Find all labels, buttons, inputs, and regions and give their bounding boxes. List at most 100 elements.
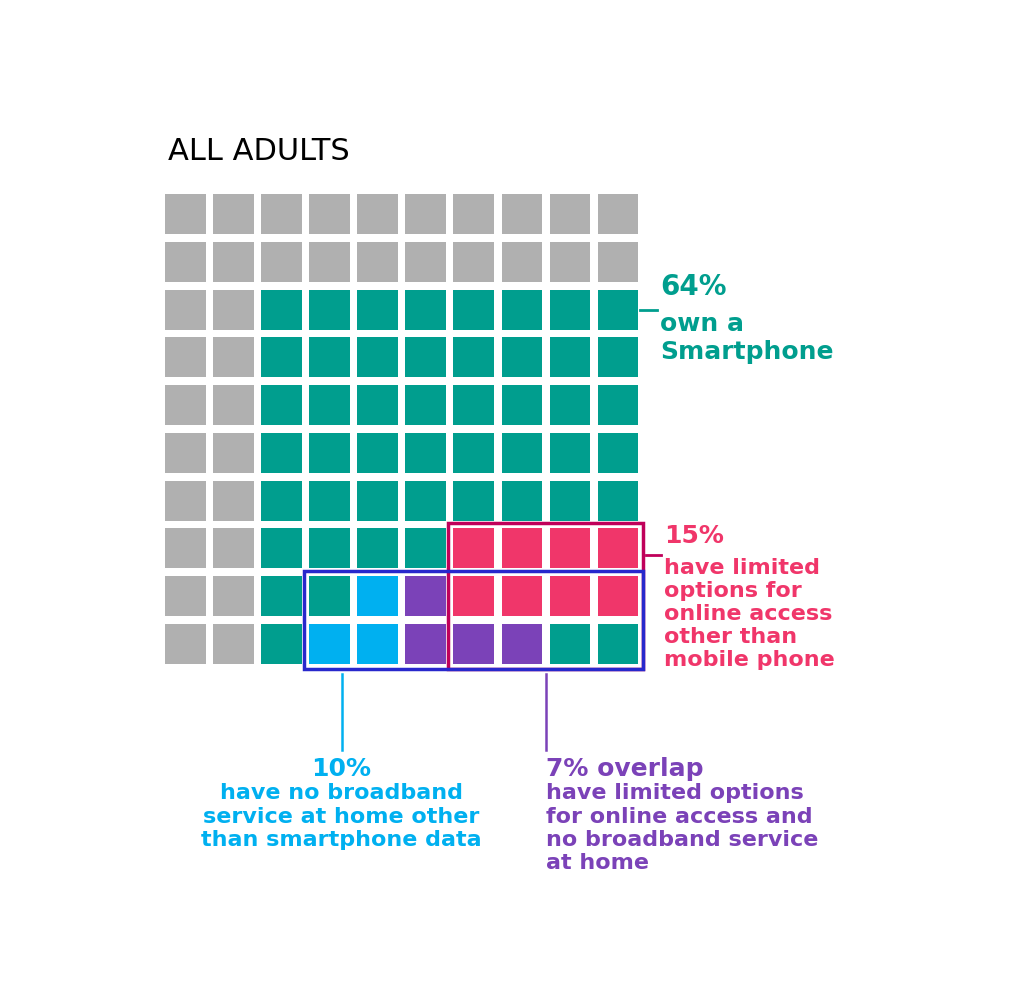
Bar xyxy=(261,338,302,378)
Text: 10%: 10% xyxy=(311,756,372,780)
Bar xyxy=(304,571,643,670)
Bar xyxy=(261,433,302,473)
Text: own a
Smartphone: own a Smartphone xyxy=(660,312,834,364)
Bar xyxy=(357,386,397,425)
Bar xyxy=(357,481,397,522)
Bar xyxy=(598,577,638,617)
Text: have no broadband
service at home other
than smartphone data: have no broadband service at home other … xyxy=(202,782,482,849)
Bar xyxy=(502,338,542,378)
Bar xyxy=(357,577,397,617)
Bar xyxy=(213,338,254,378)
Bar xyxy=(454,195,494,235)
Bar xyxy=(309,624,349,664)
Bar xyxy=(502,529,542,569)
Bar xyxy=(502,577,542,617)
Bar xyxy=(213,195,254,235)
Bar xyxy=(261,577,302,617)
Bar xyxy=(550,290,590,330)
Bar xyxy=(261,290,302,330)
Bar xyxy=(454,338,494,378)
Bar xyxy=(165,481,206,522)
Bar xyxy=(165,624,206,664)
Bar xyxy=(165,290,206,330)
Bar xyxy=(309,243,349,283)
Bar xyxy=(309,386,349,425)
Bar xyxy=(454,481,494,522)
Bar xyxy=(550,338,590,378)
Bar xyxy=(406,577,445,617)
Bar xyxy=(213,433,254,473)
Bar xyxy=(406,338,445,378)
Bar xyxy=(213,386,254,425)
Bar xyxy=(502,481,542,522)
Bar xyxy=(309,577,349,617)
Bar xyxy=(550,433,590,473)
Bar xyxy=(165,433,206,473)
Bar xyxy=(598,243,638,283)
Bar xyxy=(598,386,638,425)
Bar xyxy=(261,624,302,664)
Bar xyxy=(598,624,638,664)
Bar xyxy=(213,529,254,569)
Bar xyxy=(309,290,349,330)
Bar xyxy=(165,338,206,378)
Bar xyxy=(261,195,302,235)
Bar xyxy=(357,195,397,235)
Bar xyxy=(502,195,542,235)
Bar xyxy=(406,624,445,664)
Bar xyxy=(502,433,542,473)
Bar xyxy=(406,481,445,522)
Bar xyxy=(213,624,254,664)
Bar xyxy=(598,195,638,235)
Bar xyxy=(309,433,349,473)
Bar xyxy=(309,481,349,522)
Bar xyxy=(165,529,206,569)
Bar xyxy=(550,529,590,569)
Bar xyxy=(406,195,445,235)
Bar xyxy=(357,290,397,330)
Bar xyxy=(454,386,494,425)
Bar xyxy=(449,524,643,670)
Bar xyxy=(454,529,494,569)
Bar xyxy=(406,290,445,330)
Bar xyxy=(550,624,590,664)
Bar xyxy=(309,338,349,378)
Bar xyxy=(598,338,638,378)
Bar xyxy=(454,433,494,473)
Bar xyxy=(454,243,494,283)
Bar xyxy=(165,577,206,617)
Bar xyxy=(261,386,302,425)
Bar xyxy=(406,386,445,425)
Bar xyxy=(309,195,349,235)
Text: have limited
options for
online access
other than
mobile phone: have limited options for online access o… xyxy=(665,557,835,670)
Bar xyxy=(550,243,590,283)
Bar xyxy=(213,290,254,330)
Bar xyxy=(502,290,542,330)
Text: have limited options
for online access and
no broadband service
at home: have limited options for online access a… xyxy=(546,782,818,873)
Text: 64%: 64% xyxy=(660,273,727,301)
Bar xyxy=(598,433,638,473)
Bar xyxy=(598,290,638,330)
Bar xyxy=(502,386,542,425)
Bar xyxy=(309,529,349,569)
Bar xyxy=(502,624,542,664)
Bar xyxy=(213,243,254,283)
Bar xyxy=(357,243,397,283)
Bar xyxy=(213,577,254,617)
Bar xyxy=(598,481,638,522)
Bar xyxy=(357,624,397,664)
Bar xyxy=(598,529,638,569)
Bar xyxy=(454,577,494,617)
Bar xyxy=(357,529,397,569)
Bar xyxy=(502,243,542,283)
Bar xyxy=(261,481,302,522)
Bar xyxy=(261,243,302,283)
Bar xyxy=(454,290,494,330)
Text: ALL ADULTS: ALL ADULTS xyxy=(168,137,350,166)
Bar xyxy=(357,338,397,378)
Bar xyxy=(550,481,590,522)
Bar xyxy=(550,577,590,617)
Bar xyxy=(165,386,206,425)
Bar xyxy=(550,386,590,425)
Bar xyxy=(261,529,302,569)
